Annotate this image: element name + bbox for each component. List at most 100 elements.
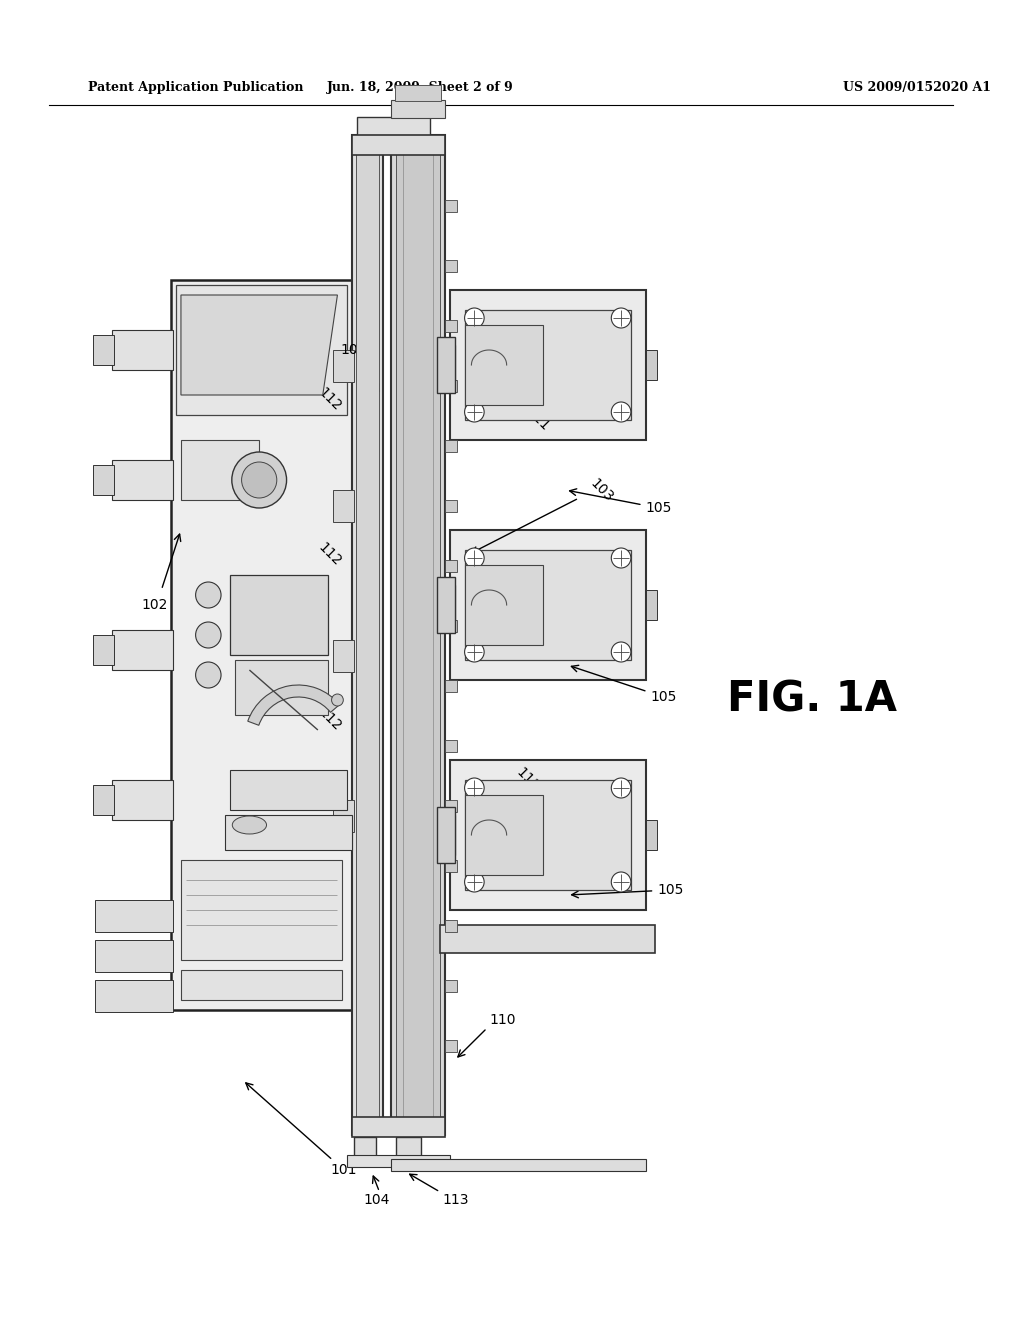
Text: 102: 102: [141, 598, 168, 612]
Bar: [445, 560, 457, 572]
Circle shape: [231, 451, 287, 508]
Circle shape: [611, 403, 631, 422]
Bar: [181, 861, 342, 960]
Text: 113: 113: [442, 1193, 469, 1206]
Circle shape: [332, 694, 343, 706]
Circle shape: [465, 548, 484, 568]
Text: 105: 105: [571, 665, 677, 704]
Bar: [113, 780, 173, 820]
Bar: [225, 814, 352, 850]
Bar: [465, 795, 543, 875]
Bar: [450, 290, 645, 440]
Bar: [445, 201, 457, 213]
Bar: [465, 780, 631, 890]
Text: 104: 104: [364, 1193, 390, 1206]
Bar: [450, 531, 645, 680]
Bar: [347, 1155, 450, 1167]
Bar: [181, 970, 342, 1001]
Bar: [391, 135, 445, 1135]
Text: 111: 111: [513, 766, 543, 795]
Circle shape: [611, 873, 631, 892]
Circle shape: [611, 642, 631, 663]
Text: 105: 105: [571, 883, 684, 898]
Text: 103: 103: [587, 475, 615, 504]
Bar: [95, 979, 173, 1012]
Bar: [395, 84, 441, 102]
Bar: [93, 465, 115, 495]
Bar: [229, 770, 347, 810]
Bar: [95, 940, 173, 972]
Bar: [234, 660, 328, 715]
Bar: [93, 785, 115, 814]
Bar: [391, 100, 445, 117]
Text: 105: 105: [569, 488, 672, 515]
Bar: [352, 135, 445, 154]
Bar: [445, 1040, 457, 1052]
Bar: [93, 635, 115, 665]
Bar: [333, 490, 354, 521]
Bar: [181, 440, 259, 500]
Circle shape: [465, 642, 484, 663]
Text: 112: 112: [315, 706, 344, 734]
Bar: [445, 814, 455, 855]
Text: 111: 111: [518, 576, 547, 605]
Bar: [445, 979, 457, 993]
Text: 111: 111: [523, 405, 552, 434]
Bar: [445, 345, 455, 385]
Ellipse shape: [232, 816, 266, 834]
Bar: [445, 680, 457, 692]
Circle shape: [196, 582, 221, 609]
Bar: [113, 330, 173, 370]
Bar: [445, 440, 457, 451]
Bar: [465, 325, 543, 405]
Bar: [465, 310, 631, 420]
Bar: [445, 861, 457, 873]
Circle shape: [465, 308, 484, 327]
Text: 112: 112: [315, 385, 344, 414]
Text: Jun. 18, 2009  Sheet 2 of 9: Jun. 18, 2009 Sheet 2 of 9: [328, 82, 514, 95]
Bar: [437, 807, 455, 863]
Bar: [93, 335, 115, 366]
Text: 110: 110: [489, 1012, 515, 1027]
Text: Patent Application Publication: Patent Application Publication: [88, 82, 303, 95]
Bar: [465, 550, 631, 660]
Bar: [645, 350, 657, 380]
Text: 101: 101: [246, 1082, 357, 1177]
Text: FIG. 1A: FIG. 1A: [727, 678, 897, 721]
Bar: [95, 900, 173, 932]
Bar: [445, 800, 457, 812]
Bar: [445, 741, 457, 752]
Circle shape: [465, 777, 484, 799]
Bar: [465, 565, 543, 645]
Bar: [396, 1137, 421, 1159]
Circle shape: [465, 873, 484, 892]
Bar: [645, 590, 657, 620]
Bar: [357, 117, 430, 137]
Text: 112: 112: [315, 541, 344, 569]
Circle shape: [465, 403, 484, 422]
Bar: [445, 585, 455, 624]
Text: 108: 108: [340, 343, 367, 356]
Bar: [171, 280, 352, 1010]
Circle shape: [611, 308, 631, 327]
Bar: [333, 800, 354, 832]
Bar: [445, 260, 457, 272]
Bar: [352, 1117, 445, 1137]
Bar: [354, 1137, 376, 1159]
Text: US 2009/0152020 A1: US 2009/0152020 A1: [843, 82, 991, 95]
Bar: [396, 139, 440, 1133]
Circle shape: [196, 663, 221, 688]
Bar: [445, 380, 457, 392]
Circle shape: [242, 462, 276, 498]
Bar: [437, 577, 455, 634]
Bar: [356, 139, 380, 1131]
Bar: [445, 620, 457, 632]
Bar: [437, 337, 455, 393]
Circle shape: [196, 622, 221, 648]
Bar: [450, 760, 645, 909]
Bar: [440, 925, 655, 953]
Bar: [391, 1159, 645, 1171]
Bar: [113, 459, 173, 500]
Bar: [445, 920, 457, 932]
Bar: [333, 350, 354, 381]
